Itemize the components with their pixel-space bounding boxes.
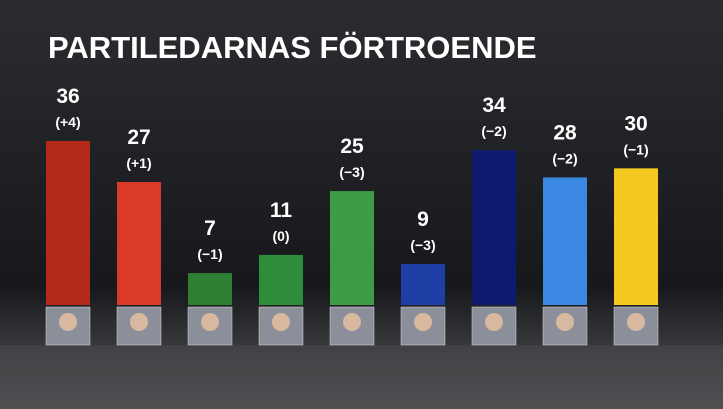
change-label: (−2) xyxy=(481,123,506,139)
bar xyxy=(46,141,90,305)
value-label: 9 xyxy=(417,208,429,231)
value-label: 25 xyxy=(340,135,364,158)
change-label: (−1) xyxy=(623,141,648,157)
floor xyxy=(0,345,723,409)
bar xyxy=(330,191,374,305)
change-label: (+1) xyxy=(126,155,151,171)
value-label: 27 xyxy=(127,126,150,149)
change-label: (−3) xyxy=(339,164,364,180)
portrait-face xyxy=(556,313,574,331)
value-label: 11 xyxy=(270,199,293,222)
portrait-face xyxy=(414,313,432,331)
change-label: (+4) xyxy=(55,114,80,130)
change-label: (0) xyxy=(272,228,289,244)
bar xyxy=(188,273,232,305)
value-label: 36 xyxy=(56,85,79,108)
portrait-face xyxy=(59,313,77,331)
bar xyxy=(614,168,658,305)
portrait-face xyxy=(130,313,148,331)
portrait-face xyxy=(343,313,361,331)
change-label: (−1) xyxy=(197,246,222,262)
bar xyxy=(543,177,587,305)
chart-title: PARTILEDARNAS FÖRTROENDE xyxy=(48,30,537,65)
portrait-face xyxy=(201,313,219,331)
change-label: (−2) xyxy=(552,150,577,166)
value-label: 34 xyxy=(482,94,506,117)
bar xyxy=(117,182,161,305)
portrait-face xyxy=(485,313,503,331)
portrait-face xyxy=(272,313,290,331)
value-label: 28 xyxy=(553,121,577,144)
value-label: 7 xyxy=(204,217,216,240)
portrait-face xyxy=(627,313,645,331)
bar xyxy=(259,254,303,305)
bar xyxy=(401,264,445,305)
bar xyxy=(472,150,516,305)
change-label: (−3) xyxy=(410,237,435,253)
value-label: 30 xyxy=(624,112,647,135)
